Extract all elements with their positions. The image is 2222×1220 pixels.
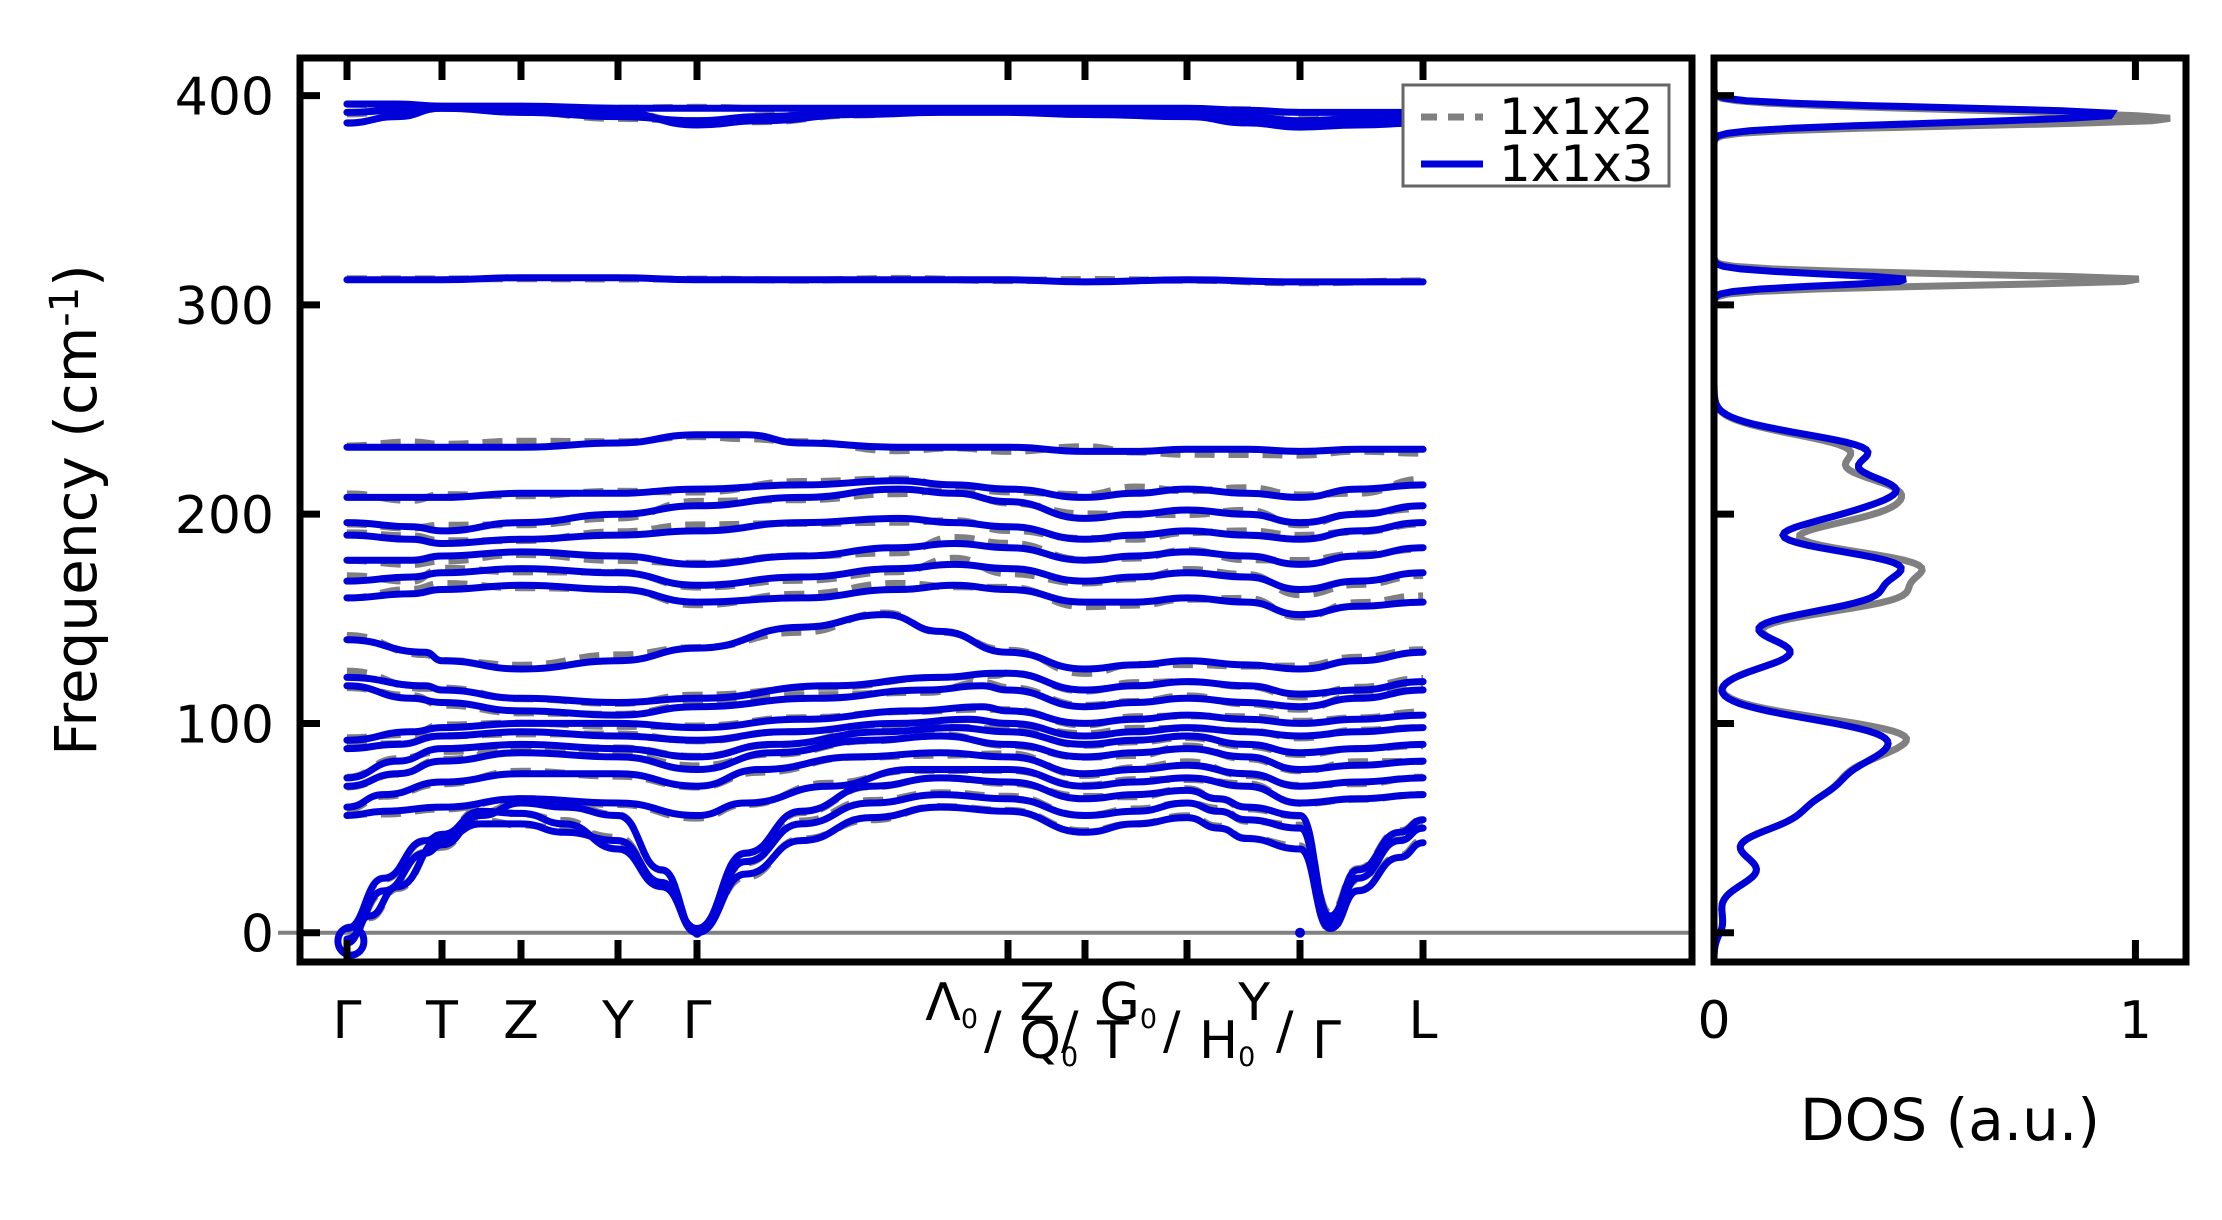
legend-label-1x1x3: 1x1x3 bbox=[1499, 135, 1654, 193]
band-curve-1x1x3-3-1 bbox=[343, 774, 1427, 933]
band-curve-1x1x3-5-1 bbox=[343, 749, 1427, 811]
xtick-numerator: Z bbox=[1019, 973, 1055, 1033]
xtick-denominator: Γ bbox=[1312, 1011, 1341, 1071]
dos-xtick-label-0: 0 bbox=[1697, 991, 1730, 1051]
xtick-slash: / bbox=[1276, 1001, 1294, 1061]
band-curve-1x1x3-19-1 bbox=[343, 431, 1427, 455]
xtick-label-1: Γ bbox=[333, 991, 362, 1051]
ytick-label-200: 200 bbox=[175, 486, 274, 546]
series-1x1x3 bbox=[334, 100, 1427, 959]
band-curve-1x1x3-4-1 bbox=[343, 765, 1427, 820]
xtick-denominator: T bbox=[1096, 1011, 1129, 1071]
y-axis-title-text: Frequency (cm-1) bbox=[42, 264, 110, 756]
xtick-numerator: G0 bbox=[1100, 973, 1157, 1035]
main-axes-box bbox=[296, 54, 1696, 966]
band-curve-1x1x3-12-1 bbox=[343, 611, 1427, 673]
main-axes-frame: 0 100 200 300 400 bbox=[175, 54, 1696, 966]
band-curve-1x1x3-8-1 bbox=[343, 715, 1427, 753]
band-curve-1x1x3-10-1 bbox=[343, 682, 1427, 719]
main-xtick-labels: Γ T Z Y Γ Λ0/Q0Z / TG0/H0Y / Γ L bbox=[333, 973, 1438, 1073]
dos-plot-area bbox=[1714, 58, 2186, 962]
band-curve-1x1x3-13-1 bbox=[343, 581, 1427, 619]
band-curve-1x1x3-16-1 bbox=[343, 514, 1427, 548]
band-curve-1x1x3-2-1 bbox=[343, 791, 1427, 943]
xtick-label-2: T bbox=[425, 991, 458, 1051]
ytick-label-300: 300 bbox=[175, 277, 274, 337]
band-curve-1x1x3-14-1 bbox=[343, 560, 1427, 594]
band-curve-1x1x3-23-1 bbox=[343, 104, 1427, 131]
y-axis-title: Frequency (cm-1) bbox=[42, 264, 110, 756]
ytick-label-400: 400 bbox=[175, 68, 274, 128]
band-curve-1x1x3-11-1 bbox=[343, 669, 1427, 707]
xtick-label-6: Λ0/Q0 bbox=[925, 973, 1078, 1073]
legend-box bbox=[1401, 83, 1671, 188]
band-curve-1x1x3-6-1 bbox=[343, 732, 1427, 790]
dos-axes: 0 1 DOS (a.u.) bbox=[1697, 54, 2190, 1154]
gamma-node-3 bbox=[1295, 927, 1306, 938]
xtick-numerator: Y bbox=[1237, 973, 1270, 1033]
imaginary-mode-loop-1 bbox=[334, 923, 368, 959]
band-curve-1x1x3-7-1 bbox=[343, 724, 1427, 782]
dos-xtick-label-1: 1 bbox=[2119, 991, 2152, 1051]
band-curve-1x1x3-9-1 bbox=[343, 703, 1427, 744]
xtick-slash: / bbox=[984, 1001, 1002, 1061]
band-curve-1x1x3-20-1 bbox=[343, 274, 1427, 286]
ytick-label-100: 100 bbox=[175, 695, 274, 755]
xtick-label-5: Γ bbox=[683, 991, 712, 1051]
xtick-numerator: Λ0 bbox=[925, 973, 978, 1035]
dos-axes-box bbox=[1710, 54, 2190, 966]
xtick-label-9: Y / Γ bbox=[1237, 973, 1341, 1071]
xtick-slash: / bbox=[1163, 1001, 1181, 1061]
band-curve-1x1x3-1-1 bbox=[343, 803, 1427, 947]
xtick-label-3: Z bbox=[503, 991, 539, 1051]
band-curve-1x1x3-15-1 bbox=[343, 539, 1427, 568]
dos-axis-title: DOS (a.u.) bbox=[1800, 1086, 2100, 1154]
gamma-node-2 bbox=[692, 927, 703, 938]
xtick-label-10: L bbox=[1409, 991, 1438, 1051]
xtick-label-8: G0/H0 bbox=[1100, 973, 1256, 1073]
band-curve-1x1x3-17-1 bbox=[343, 485, 1427, 535]
xtick-label-7: Z / T bbox=[1019, 973, 1129, 1071]
xtick-slash: / bbox=[1061, 1001, 1079, 1061]
xtick-label-4: Y bbox=[601, 991, 634, 1051]
ytick-label-0: 0 bbox=[241, 905, 274, 965]
legend-label-1x1x2: 1x1x2 bbox=[1499, 88, 1654, 146]
band-curve-1x1x3-18-1 bbox=[343, 477, 1427, 501]
